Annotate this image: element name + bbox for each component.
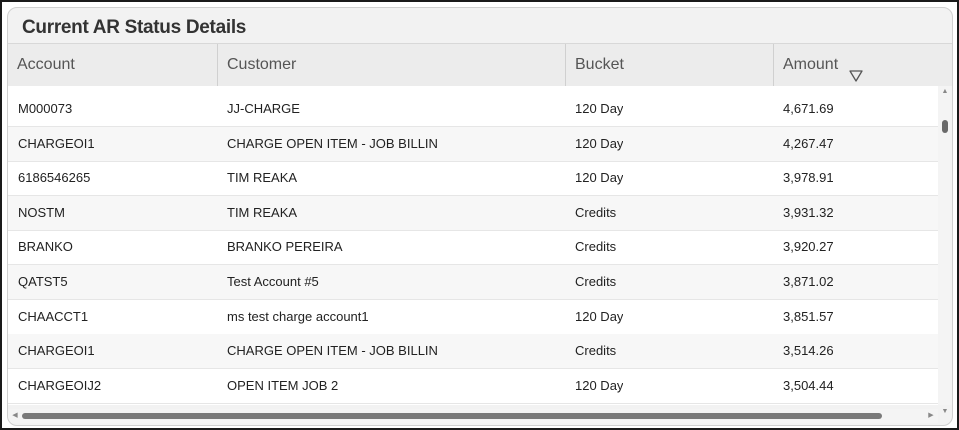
table-row[interactable]: BRANKO BRANKO PEREIRA Credits 3,920.27 [8,230,938,266]
cell-customer: OPEN ITEM JOB 2 [227,377,339,393]
table-row[interactable]: 6186546265 TIM REAKA 120 Day 3,978.91 [8,161,938,197]
cell-bucket: Credits [575,343,617,359]
panel-title: Current AR Status Details [22,17,247,38]
column-header-label: Bucket [575,56,624,73]
cell-account: BRANKO [18,239,73,255]
cell-customer: TIM REAKA [227,170,298,186]
cell-customer: TIM REAKA [227,204,298,220]
cell-account: CHARGEOIJ2 [18,377,102,393]
cell-amount: 3,931.32 [783,204,834,220]
cell-amount: 3,851.57 [783,308,834,324]
table-row[interactable]: CHARGEOIJ2 OPEN ITEM JOB 2 120 Day 3,504.44 [8,369,938,404]
cell-amount: 3,514.26 [783,343,834,359]
table-row[interactable]: CHARGEOI1 CHARGE OPEN ITEM - JOB BILLIN Cr… [8,334,938,370]
filter-funnel-icon[interactable] [848,57,863,82]
cell-bucket: 120 Day [575,101,624,116]
cell-bucket: 120 Day [575,170,624,186]
scroll-right-arrow-icon[interactable]: ▶ [928,412,934,419]
cell-customer: JJ-CHARGE [227,101,300,116]
cell-amount: 3,978.91 [783,170,834,186]
cell-amount: 4,671.69 [783,101,834,116]
cell-account: 6186546265 [18,170,91,186]
cell-amount: 3,920.27 [783,239,834,255]
cell-bucket: Credits [575,274,617,289]
cell-account: CHARGEOI1 [18,135,95,151]
horizontal-scroll-thumb[interactable] [22,413,882,419]
column-header-customer[interactable]: Customer [218,44,566,86]
scroll-down-arrow-icon[interactable]: ▼ [941,408,949,415]
cell-bucket: 120 Day [575,135,624,151]
column-header-amount[interactable]: Amount [774,44,952,86]
vertical-scrollbar[interactable]: ▲ ▼ [938,86,952,415]
cell-amount: 4,267.47 [783,135,834,151]
table-row[interactable]: NOSTM TIM REAKA Credits 3,931.32 [8,195,938,231]
table-body: M000073 JJ-CHARGE 120 Day 4,671.69 CHARGEOI1… [8,86,952,405]
cell-customer: ms test charge account1 [227,308,369,324]
cell-account: QATST5 [18,274,68,289]
cell-account: CHAACCT1 [18,308,89,324]
horizontal-scrollbar[interactable]: ◀ ▶ [8,409,938,423]
table-row[interactable]: QATST5 Test Account #5 Credits 3,871.02 [8,265,938,300]
vertical-scroll-thumb[interactable] [942,120,948,133]
cell-bucket: 120 Day [575,308,624,324]
cell-bucket: Credits [575,239,617,255]
cell-bucket: Credits [575,204,617,220]
column-header-account[interactable]: Account [8,44,218,86]
cell-customer: Test Account #5 [227,274,319,289]
table-row[interactable]: CHAACCT1 ms test charge account1 120 Day 3,… [8,300,938,335]
cell-customer: BRANKO PEREIRA [227,239,343,255]
table-row[interactable]: M000073 JJ-CHARGE 120 Day 4,671.69 [8,92,938,127]
ar-status-panel: Current AR Status Details Account Custom… [7,7,953,426]
table-row[interactable]: CHARGEOI1 CHARGE OPEN ITEM - JOB BILLIN 12… [8,126,938,162]
scroll-up-arrow-icon[interactable]: ▲ [941,88,949,95]
cell-account: M000073 [18,101,73,116]
column-header-label: Account [17,56,75,73]
column-header-label: Amount [783,56,839,73]
cell-amount: 3,871.02 [783,274,834,289]
table-header: Account Customer Bucket Amount [8,43,952,87]
scroll-left-arrow-icon[interactable]: ◀ [12,412,18,419]
cell-bucket: 120 Day [575,377,624,393]
cell-account: NOSTM [18,204,65,220]
cell-amount: 3,504.44 [783,377,834,393]
cell-account: CHARGEOI1 [18,343,95,359]
column-header-label: Customer [227,56,297,73]
column-header-bucket[interactable]: Bucket [566,44,774,86]
cell-customer: CHARGE OPEN ITEM - JOB BILLIN [227,343,438,359]
cell-customer: CHARGE OPEN ITEM - JOB BILLIN [227,135,438,151]
